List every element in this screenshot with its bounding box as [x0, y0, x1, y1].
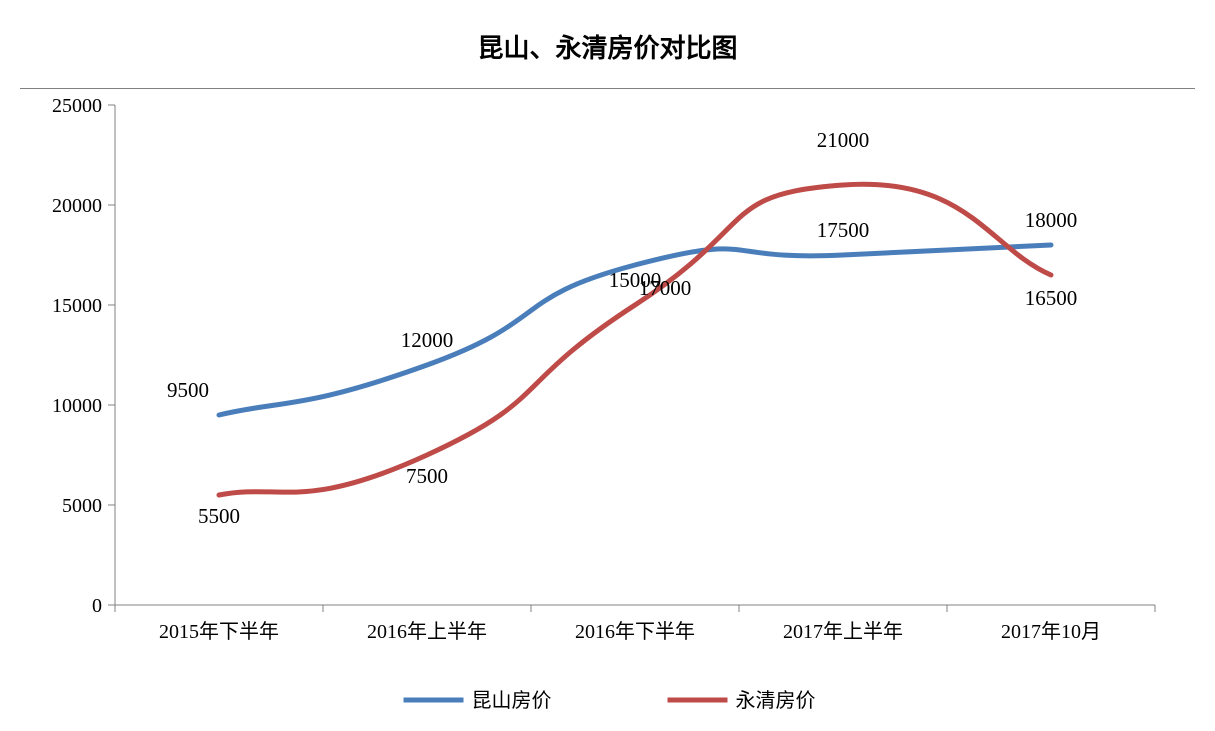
legend-label: 永清房价 — [736, 689, 816, 712]
data-label: 9500 — [167, 378, 209, 402]
data-label: 16500 — [1025, 286, 1078, 310]
y-tick-label: 15000 — [52, 295, 102, 317]
y-tick-label: 20000 — [52, 195, 102, 217]
data-label: 15000 — [609, 268, 662, 292]
x-category-label: 2017年上半年 — [783, 620, 903, 643]
chart-container: 昆山、永清房价对比图 05000100001500020000250002015… — [0, 0, 1215, 731]
data-label: 7500 — [406, 464, 448, 488]
data-label: 12000 — [401, 328, 454, 352]
series-line — [219, 184, 1051, 495]
x-category-label: 2017年10月 — [1001, 620, 1101, 643]
data-label: 5500 — [198, 504, 240, 528]
y-tick-label: 0 — [92, 595, 102, 617]
data-label: 18000 — [1025, 208, 1078, 232]
x-category-label: 2016年下半年 — [575, 620, 695, 643]
y-tick-label: 10000 — [52, 395, 102, 417]
data-label: 21000 — [817, 128, 870, 152]
x-category-label: 2015年下半年 — [159, 620, 279, 643]
data-label: 17500 — [817, 218, 870, 242]
x-category-label: 2016年上半年 — [367, 620, 487, 643]
legend-label: 昆山房价 — [472, 689, 552, 712]
y-tick-label: 25000 — [52, 95, 102, 117]
y-tick-label: 5000 — [62, 495, 102, 517]
chart-svg: 0 5000 10000 15000 20000 25000 2015年下半年 2016年上半… — [0, 0, 1215, 731]
